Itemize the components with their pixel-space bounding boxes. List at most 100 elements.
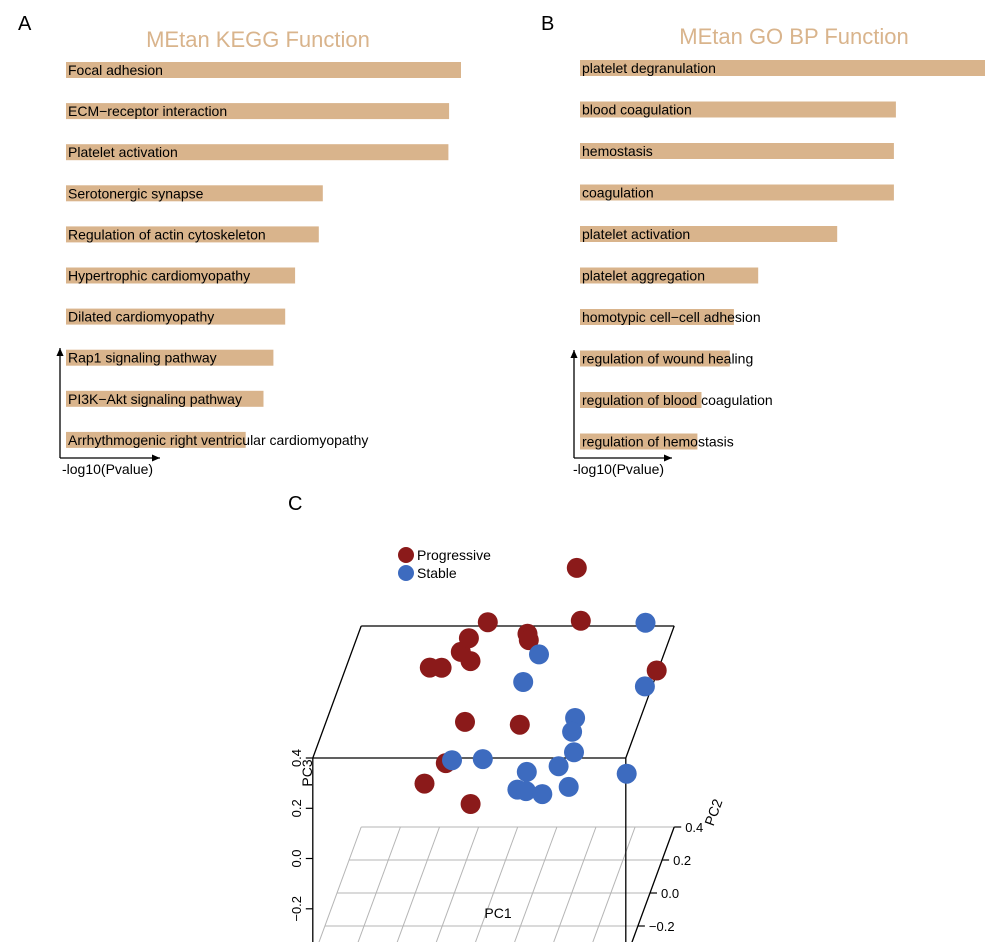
bar-label: hemostasis — [582, 143, 653, 159]
bar-label: Arrhythmogenic right ventricular cardiom… — [68, 432, 368, 448]
legend-marker — [398, 547, 414, 563]
bar-label: PI3K−Akt signaling pathway — [68, 391, 242, 407]
z-axis-title: PC3 — [299, 759, 315, 786]
scatter-3d-chart: −0.4−0.3−0.2−0.10.00.10.20.30.4PC1−0.4−0… — [289, 547, 726, 947]
bar — [66, 226, 319, 243]
bar-label: Dilated cardiomyopathy — [68, 309, 214, 325]
point-stable — [532, 784, 553, 805]
bar — [66, 185, 323, 202]
chart-title-b: MEtan GO BP Function — [679, 24, 908, 49]
bar-label: Focal adhesion — [68, 62, 163, 78]
point-progressive — [570, 610, 591, 631]
box-edge — [312, 625, 362, 759]
bar-label: blood coagulation — [582, 102, 692, 118]
z-tick-label: 0.2 — [289, 799, 304, 817]
point-stable — [616, 763, 637, 784]
x-axis-label-b: -log10(Pvalue) — [573, 461, 664, 477]
bar — [580, 143, 894, 159]
bar-label: Hypertrophic cardiomyopathy — [68, 268, 250, 284]
floor-grid-line — [551, 826, 597, 947]
bar-label: regulation of hemostasis — [582, 434, 734, 450]
bar — [580, 101, 896, 118]
y-tick-label: 0.2 — [673, 853, 691, 868]
point-progressive — [566, 557, 587, 578]
point-progressive — [518, 630, 539, 651]
point-stable — [513, 672, 534, 692]
z-tick-label: 0.4 — [289, 749, 304, 767]
point-stable — [564, 742, 584, 763]
point-stable — [635, 612, 656, 633]
point-stable — [516, 761, 537, 782]
bar — [580, 309, 734, 325]
point-progressive — [460, 651, 481, 672]
bar-label: regulation of wound healing — [582, 351, 753, 367]
panel-letter-c: C — [288, 493, 302, 515]
floor-grid-line — [316, 826, 362, 947]
bar — [580, 392, 702, 408]
bar-chart-b: platelet degranulation blood coagulation h… — [580, 60, 985, 450]
panel-c: C −0.4−0.3−0.2−0.10.00.10.20.30.4PC1−0.4… — [288, 493, 726, 947]
y-tick-label: −0.2 — [649, 919, 675, 934]
point-progressive — [455, 711, 475, 732]
point-stable — [529, 644, 549, 665]
point-stable — [516, 781, 536, 802]
legend-label: Progressive — [417, 547, 491, 563]
bar — [580, 267, 759, 284]
point-progressive — [460, 794, 481, 814]
legend-marker — [398, 565, 414, 581]
bar-label: Rap1 signaling pathway — [68, 350, 217, 366]
floor-grid-line — [394, 826, 440, 947]
floor-grid-line — [433, 826, 480, 947]
floor-grid-line — [590, 826, 636, 947]
bar-label: platelet aggregation — [582, 268, 705, 284]
bar-label: regulation of blood coagulation — [582, 392, 773, 408]
bar — [66, 390, 264, 407]
point-stable — [472, 749, 493, 770]
floor-grid-line — [512, 826, 558, 947]
bar-label: platelet activation — [582, 226, 690, 242]
panel-b: B MEtan GO BP Function platelet degranul… — [541, 13, 985, 477]
y-tick-label: 0.0 — [661, 886, 679, 901]
x-axis-title: PC1 — [484, 905, 511, 921]
floor-grid-line — [355, 826, 401, 947]
bar — [580, 184, 894, 201]
y-tick-label: 0.4 — [685, 820, 703, 835]
bar — [66, 431, 246, 448]
bar-chart-a: Focal adhesion ECM−receptor interaction Pl… — [66, 62, 461, 448]
bar — [66, 308, 286, 325]
point-stable — [548, 756, 569, 777]
bar — [580, 60, 985, 76]
y-axis-title: PC2 — [701, 797, 725, 828]
z-tick-label: −0.2 — [289, 896, 304, 922]
bar — [580, 226, 838, 242]
panel-letter-a: A — [18, 13, 32, 35]
point-progressive — [509, 714, 530, 735]
point-stable — [634, 676, 655, 697]
bar-label: homotypic cell−cell adhesion — [582, 309, 761, 325]
bar — [66, 103, 450, 120]
bar-label: Regulation of actin cytoskeleton — [68, 226, 266, 242]
point-progressive — [477, 612, 498, 633]
point-progressive — [414, 773, 435, 794]
legend-label: Stable — [417, 565, 457, 581]
bar-label: platelet degranulation — [582, 60, 716, 76]
point-progressive — [431, 657, 452, 678]
point-progressive — [646, 660, 667, 681]
bar — [66, 267, 296, 284]
chart-title-a: MEtan KEGG Function — [146, 27, 370, 52]
floor-grid-line — [473, 826, 519, 947]
point-stable — [562, 721, 583, 742]
bar — [66, 62, 461, 78]
z-tick-label: 0.0 — [289, 849, 304, 867]
bar — [66, 144, 449, 161]
point-stable — [442, 750, 462, 771]
panel-letter-b: B — [541, 13, 554, 35]
bar — [580, 433, 698, 450]
bar-label: coagulation — [582, 185, 654, 201]
bar-label: Serotonergic synapse — [68, 185, 204, 201]
point-stable — [558, 776, 579, 797]
panel-a: A MEtan KEGG Function Focal adhesion ECM−… — [18, 13, 461, 477]
bar — [66, 349, 274, 366]
